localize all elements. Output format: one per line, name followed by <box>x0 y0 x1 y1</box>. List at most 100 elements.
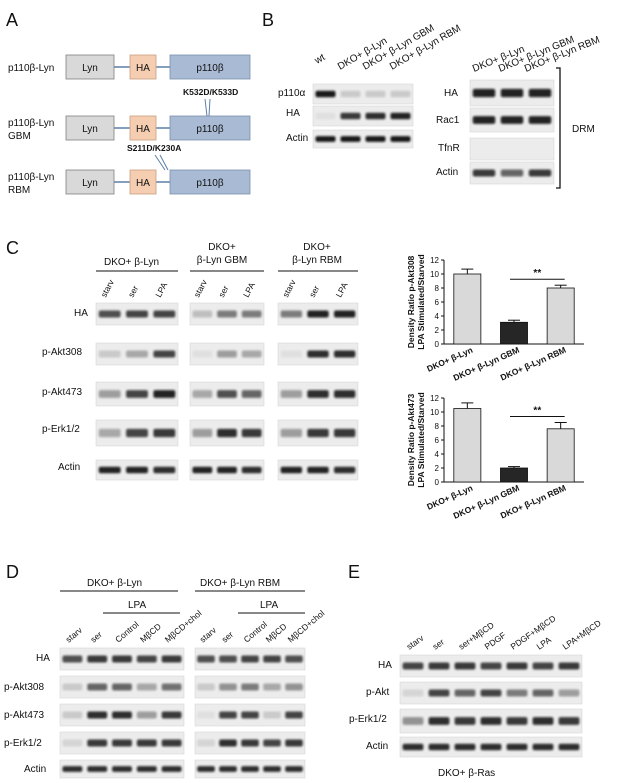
blot-band <box>126 428 148 438</box>
panel-d-letter: D <box>6 562 19 582</box>
blot-band <box>161 683 182 691</box>
chart-pakt308: 0 2 4 6 8 10 12 Density Ratio p-Akt308 LPA Stimu… <box>406 254 584 383</box>
blot-band <box>500 88 524 98</box>
blot-c-group-3-line2: β-Lyn RBM <box>292 255 342 266</box>
y-axis-label: Density Ratio p-Akt473 <box>406 393 416 486</box>
blot-e-strip <box>399 708 583 734</box>
construct-2-domain-2: HA <box>136 124 150 135</box>
bar <box>546 287 575 345</box>
blot-band <box>307 390 329 398</box>
bar <box>453 273 482 345</box>
blot-band <box>62 655 83 663</box>
blot-band <box>98 350 121 358</box>
blot-band <box>98 428 121 438</box>
blot-band <box>98 310 121 318</box>
rbm-mutation-label: S211D/K230A <box>127 143 181 153</box>
blot-c-row-label: p-Erk1/2 <box>42 424 80 435</box>
blot-band <box>340 90 361 98</box>
blot-band <box>112 739 132 747</box>
blot-band <box>263 711 281 719</box>
bar <box>500 467 528 483</box>
blot-b-row-label: Rac1 <box>436 115 460 126</box>
blot-band <box>241 390 262 398</box>
blot-c-lane-label: ser <box>216 284 230 299</box>
blot-e-row-label: p-Erk1/2 <box>349 714 387 725</box>
chart-pakt473: 0 2 4 6 8 10 12 Density Ratio p-Akt473 LPA Stimu… <box>406 392 584 521</box>
blot-c-lane-label: LPA <box>153 280 169 299</box>
y-tick-label: 6 <box>435 436 440 445</box>
y-tick-label: 0 <box>435 478 440 487</box>
blot-c-group-2-line2: β-Lyn GBM <box>197 255 247 266</box>
blot-band <box>402 743 424 751</box>
construct-1-name: p110β-Lyn <box>8 63 54 74</box>
blot-b-row-label: p110α <box>278 88 306 99</box>
significance-label: ** <box>533 406 541 417</box>
panel-e-letter: E <box>348 562 360 582</box>
blot-c-strip <box>95 459 179 481</box>
blot-band <box>428 717 450 725</box>
blot-band <box>280 350 302 358</box>
blot-band <box>365 90 386 98</box>
blot-c-lane-label: starv <box>192 277 210 299</box>
blot-e-row-label: HA <box>378 660 392 671</box>
blot-band <box>161 711 182 719</box>
blot-band <box>263 655 281 663</box>
blot-band <box>402 717 424 725</box>
blot-band <box>558 743 580 751</box>
blot-b-drm-tfnr <box>469 137 555 161</box>
blot-c-strip <box>95 419 179 447</box>
blot-d-lane-label: starv <box>64 625 85 645</box>
blot-c-strip <box>95 381 179 407</box>
blot-c-row-label: HA <box>74 308 88 319</box>
blot-band <box>334 390 356 398</box>
construct-3-name-line2: RBM <box>8 185 30 196</box>
y-tick-label: 2 <box>435 464 440 473</box>
blot-b-row-label: HA <box>286 108 300 119</box>
blot-band <box>87 655 108 663</box>
blot-c-lane-label: ser <box>307 284 321 299</box>
blot-d-row-label: p-Erk1/2 <box>4 738 42 749</box>
blot-band <box>365 136 386 142</box>
blot-e-row-label: Actin <box>366 741 388 752</box>
blot-e-strip <box>399 736 583 758</box>
blot-d-strip <box>59 647 185 671</box>
panel-a-letter: A <box>6 10 18 30</box>
gbm-mutation-label: K532D/K533D <box>183 87 238 97</box>
construct-2-domain-3: p110β <box>196 124 224 135</box>
blot-d-strip <box>59 703 185 727</box>
blot-band <box>285 711 303 719</box>
ha-domain <box>129 54 157 80</box>
blot-b-row-label: TfnR <box>438 143 460 154</box>
blot-e-lane-label: LPA+MβCD <box>561 618 603 652</box>
blot-band <box>153 428 176 438</box>
blot-band <box>161 739 182 747</box>
blot-c-strip <box>95 342 179 366</box>
blot-band <box>532 717 554 725</box>
blot-band <box>506 689 528 697</box>
construct-1-domain-3: p110β <box>196 63 224 74</box>
blot-band <box>263 766 281 772</box>
blot-b-drm-rac1 <box>469 107 555 133</box>
blot-band <box>192 350 213 358</box>
blot-b-row-label: HA <box>444 88 458 99</box>
blot-band <box>428 689 450 697</box>
blot-c-lane-label: LPA <box>334 280 350 299</box>
blot-c-row-label: Actin <box>58 462 80 473</box>
blot-band <box>241 655 259 663</box>
blot-band <box>480 689 502 697</box>
y-tick-label: 12 <box>430 394 439 403</box>
blot-band <box>285 766 303 772</box>
y-axis-label: Density Ratio p-Akt308 <box>406 255 416 348</box>
blot-band <box>558 717 580 725</box>
blot-c-strip <box>189 419 265 447</box>
blot-band <box>217 310 237 318</box>
blot-band <box>136 739 157 747</box>
blot-band <box>136 683 157 691</box>
y-tick-label: 12 <box>430 256 439 265</box>
lyn-domain <box>65 169 115 195</box>
blot-band <box>307 350 329 358</box>
lyn-domain <box>65 54 115 80</box>
blot-c-group-2-line1: DKO+ <box>208 242 236 253</box>
blot-d-row-label: p-Akt308 <box>4 682 44 693</box>
blot-band <box>454 743 476 751</box>
